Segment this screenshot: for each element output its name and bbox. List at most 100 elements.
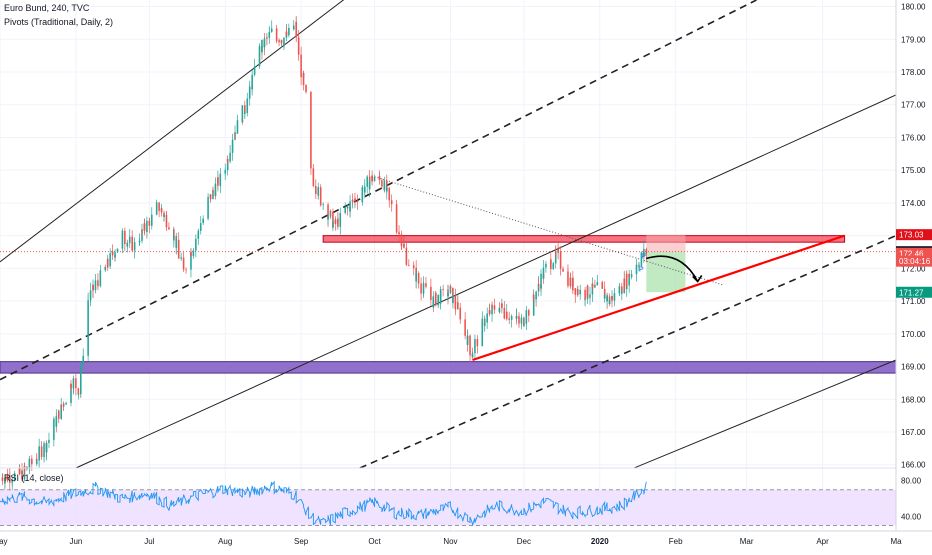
candle-body (89, 290, 92, 299)
candle-body (124, 241, 126, 245)
candle-body (57, 410, 60, 419)
pivot-mark-2: P (639, 267, 644, 274)
candle-body (35, 458, 38, 461)
candle-body (70, 383, 72, 403)
pivots-label: Pivots (Traditional, Daily, 2) (4, 17, 114, 27)
candle-body (371, 175, 373, 182)
candle-body (464, 329, 466, 336)
candle-body (111, 251, 114, 256)
candle-body (398, 232, 400, 235)
candle-body (121, 232, 124, 249)
candle-body (21, 470, 23, 480)
rsi-line (0, 480, 647, 526)
candle-body (586, 285, 589, 297)
candle-body (456, 302, 459, 308)
candle-body (177, 250, 180, 259)
candle-body (114, 252, 116, 258)
candle-body (190, 252, 192, 257)
candles (1, 16, 648, 491)
candle-body (554, 250, 557, 253)
candle-body (503, 307, 506, 315)
candle-body (385, 187, 388, 192)
candle-body (288, 27, 290, 36)
candle-body (481, 320, 484, 347)
candle-body (155, 204, 158, 215)
candle-body (532, 294, 535, 316)
candle-body (518, 319, 520, 324)
candle-body (185, 269, 187, 271)
time-tick-label: Dec (517, 537, 531, 546)
candle-body (280, 40, 283, 44)
candle-body (109, 253, 111, 266)
candle-body (219, 173, 222, 186)
candle-body (356, 201, 359, 203)
price-label-box (896, 247, 932, 259)
candle-body (608, 299, 611, 304)
candle-body (77, 388, 80, 395)
candle-body (557, 249, 559, 252)
candle-body (486, 315, 488, 323)
candle-body (180, 257, 182, 259)
candle-body (300, 59, 302, 78)
candle-body (361, 191, 364, 203)
candle-body (99, 270, 102, 287)
candle-body (248, 86, 251, 88)
candle-body (630, 274, 633, 278)
candle-body (75, 378, 77, 381)
candle-body (212, 190, 214, 192)
candle-body (388, 187, 391, 193)
candle-body (591, 283, 594, 288)
candle-body (253, 66, 256, 75)
candle-body (182, 265, 185, 270)
candle-body (6, 474, 9, 481)
candle-body (527, 310, 530, 316)
candle-body (87, 300, 89, 303)
candle-body (28, 458, 31, 468)
candle-body (584, 289, 586, 300)
candle-body (351, 200, 354, 202)
candle-body (104, 267, 107, 271)
candle-body (146, 220, 148, 232)
candle-body (510, 315, 513, 320)
candle-body (408, 264, 410, 266)
candle-body (594, 285, 596, 287)
candle-body (31, 458, 33, 465)
candle-body (474, 339, 476, 345)
candle-body (192, 250, 195, 253)
candle-body (525, 310, 528, 321)
price-tick-label: 176.00 (901, 133, 926, 142)
time-tick-label: Sep (294, 537, 309, 546)
candle-body (209, 194, 212, 200)
time-tick-label: Jun (69, 537, 82, 546)
price-label-box (896, 255, 932, 267)
candle-body (537, 283, 540, 286)
candle-body (412, 267, 415, 269)
rsi-title: RSI (14, close) (4, 473, 64, 483)
candle-body (158, 209, 160, 211)
candle-body (163, 214, 165, 217)
candle-body (420, 283, 422, 291)
time-tick-label: Mar (740, 537, 754, 546)
candle-body (483, 322, 486, 326)
candle-body (224, 170, 227, 172)
candle-body (403, 243, 405, 248)
candle-body (395, 224, 398, 233)
candle-body (195, 238, 197, 244)
candle-body (133, 242, 136, 251)
candle-body (621, 292, 623, 294)
candle-body (611, 295, 613, 301)
time-tick-label: 2020 (591, 537, 609, 546)
candle-body (43, 443, 45, 453)
price-tick-label: 167.00 (901, 428, 926, 437)
candle-body (643, 248, 645, 257)
candle-body (464, 319, 466, 330)
candle-body (329, 211, 332, 212)
candle-body (234, 132, 236, 134)
candle-body (562, 268, 564, 272)
candle-body (596, 282, 599, 286)
candle-body (173, 236, 175, 241)
channel-line-5 (633, 359, 897, 469)
candle-body (589, 294, 591, 297)
candle-body (116, 248, 119, 253)
